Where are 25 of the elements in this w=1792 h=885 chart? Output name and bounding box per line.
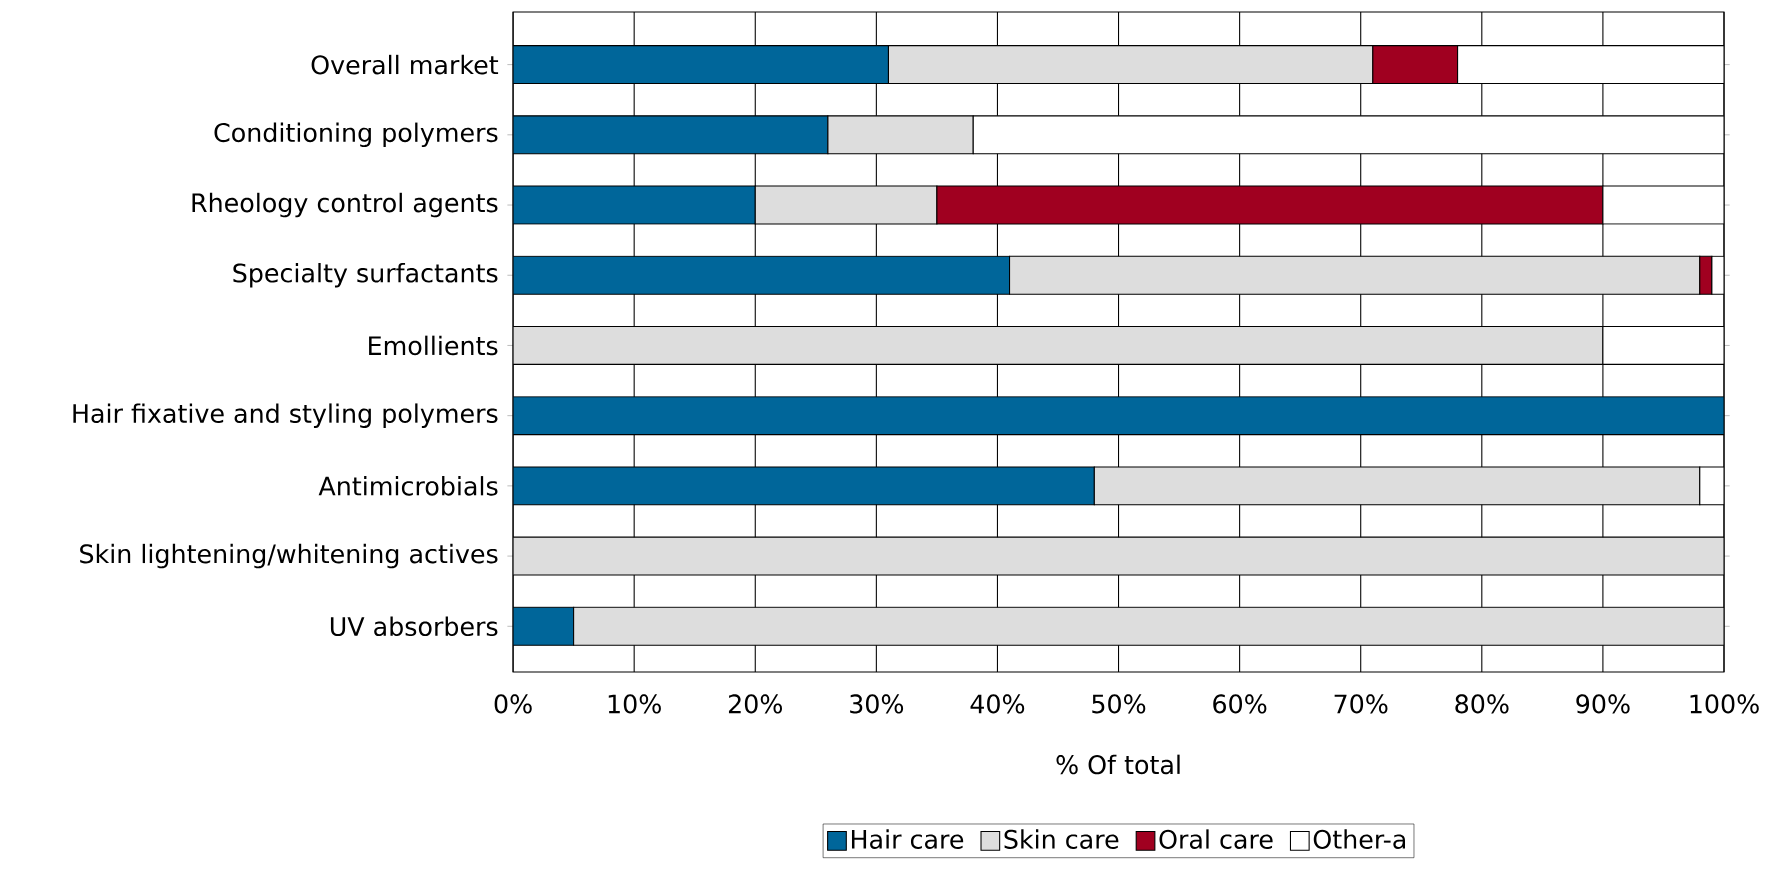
x-tick-label: 20%	[728, 694, 782, 714]
legend-label: Other-a	[1313, 829, 1406, 849]
legend-label: Hair care	[851, 829, 964, 849]
x-axis-title: % Of total	[1056, 754, 1180, 775]
x-tick-label: 50%	[1092, 694, 1146, 714]
x-tick-label: 10%	[608, 694, 661, 714]
y-tick-label: Rheology control agents	[192, 192, 498, 218]
x-tick-label: 70%	[1334, 694, 1388, 714]
legend-label: Skin care	[1004, 829, 1119, 849]
legend-label: Oral care	[1159, 829, 1273, 849]
y-tick-label: Conditioning polymers	[214, 122, 498, 148]
x-tick-label: 30%	[850, 694, 904, 714]
y-tick-label: Emollients	[369, 335, 498, 356]
y-tick-label: Skin lightening/whitening actives	[80, 543, 498, 569]
y-tick-label: Overall market	[311, 54, 499, 75]
x-tick-label: 40%	[970, 694, 1025, 714]
y-tick-label: Antimicrobials	[318, 476, 498, 496]
x-tick-label: 100%	[1690, 694, 1759, 714]
y-tick-label: Specialty surfactants	[233, 262, 498, 288]
x-tick-label: 60%	[1213, 694, 1267, 714]
y-tick-label: Hair fixative and styling polymers	[73, 403, 498, 428]
x-tick-label: 80%	[1455, 694, 1509, 714]
x-tick-label: 0%	[494, 694, 532, 714]
y-tick-label: UV absorbers	[330, 616, 498, 637]
x-tick-label: 90%	[1576, 694, 1630, 714]
